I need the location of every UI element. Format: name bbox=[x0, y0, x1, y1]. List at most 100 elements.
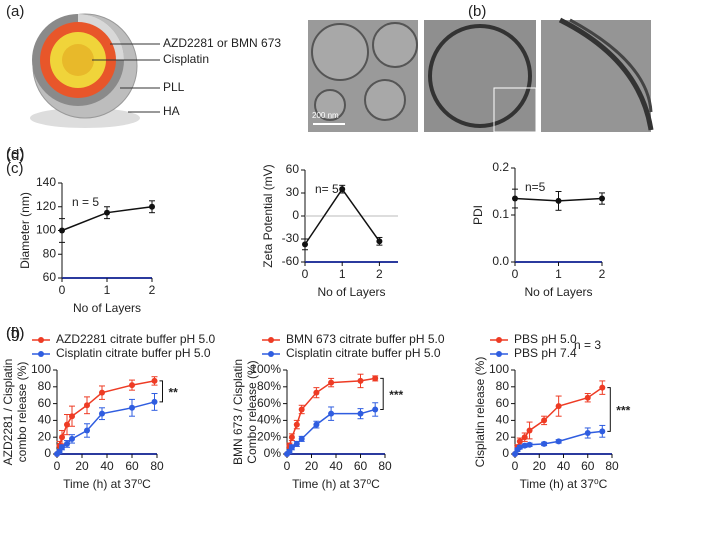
marker bbox=[339, 186, 346, 193]
marker bbox=[302, 241, 308, 248]
marker bbox=[151, 377, 158, 384]
marker bbox=[69, 435, 75, 442]
marker bbox=[64, 421, 70, 428]
panel-label: (d) bbox=[6, 147, 24, 164]
y-tick-label: 40% bbox=[257, 413, 281, 427]
legend-label: Cisplatin citrate buffer pH 5.0 bbox=[56, 346, 211, 360]
marker bbox=[555, 403, 562, 410]
marker bbox=[328, 379, 335, 386]
marker bbox=[313, 421, 320, 428]
x-tick-label: 60 bbox=[581, 459, 595, 473]
marker bbox=[526, 427, 533, 434]
significance-label: *** bbox=[616, 404, 630, 418]
annotation: HA bbox=[163, 104, 180, 118]
marker bbox=[328, 410, 335, 417]
x-tick-label: 0 bbox=[512, 459, 519, 473]
y-tick-label: 0.2 bbox=[492, 160, 509, 174]
x-tick-label: 0 bbox=[284, 459, 291, 473]
x-tick-label: 80 bbox=[378, 459, 392, 473]
marker bbox=[521, 442, 528, 449]
marker bbox=[298, 406, 305, 413]
marker bbox=[516, 438, 523, 445]
marker bbox=[372, 406, 379, 413]
x-tick-label: 20 bbox=[75, 459, 89, 473]
y-tick-label: 100 bbox=[36, 223, 56, 237]
legend-marker bbox=[38, 351, 44, 357]
significance-bracket bbox=[607, 387, 611, 432]
annotation: PLL bbox=[163, 80, 185, 94]
panel-label: (f) bbox=[6, 325, 20, 342]
y-axis-label: AZD2281 / Cisplatin bbox=[1, 359, 15, 466]
marker bbox=[69, 413, 75, 420]
panel-label: (g) bbox=[6, 325, 24, 342]
marker bbox=[541, 440, 548, 447]
y-tick-label: 60 bbox=[286, 162, 300, 176]
marker bbox=[104, 209, 110, 216]
x-tick-label: 2 bbox=[599, 267, 606, 281]
legend-label: BMN 673 citrate buffer pH 5.0 bbox=[286, 332, 445, 346]
x-tick-label: 2 bbox=[149, 283, 156, 297]
annotation: n = 5 bbox=[72, 195, 99, 209]
y-tick-label: 80 bbox=[38, 379, 52, 393]
x-axis-label: No of Layers bbox=[73, 301, 141, 315]
y-tick-label: 20 bbox=[496, 429, 510, 443]
y-axis-label: Zeta Potential (mV) bbox=[261, 164, 275, 267]
legend-label: AZD2281 citrate buffer pH 5.0 bbox=[56, 332, 216, 346]
y-tick-label: 100 bbox=[489, 362, 509, 376]
marker bbox=[541, 417, 548, 424]
annotation: n= 5 bbox=[315, 182, 339, 196]
y-tick-label: 80 bbox=[496, 379, 510, 393]
y-tick-label: 0.1 bbox=[492, 207, 509, 221]
y-tick-label: 80 bbox=[43, 246, 57, 260]
marker bbox=[59, 227, 65, 234]
annotation: AZD2281 or BMN 673 bbox=[163, 36, 281, 50]
y-tick-label: 100 bbox=[31, 362, 51, 376]
marker bbox=[599, 195, 605, 202]
marker bbox=[357, 410, 364, 417]
nanoparticle-illustration bbox=[30, 13, 160, 128]
panel-label: (h) bbox=[6, 325, 24, 342]
y-tick-label: 60 bbox=[38, 396, 52, 410]
y-tick-label: 0.0 bbox=[492, 254, 509, 268]
significance-bracket bbox=[159, 380, 163, 403]
marker bbox=[521, 434, 528, 441]
y-tick-label: 30 bbox=[286, 185, 300, 199]
marker bbox=[99, 389, 105, 396]
y-tick-label: 140 bbox=[36, 175, 56, 189]
marker bbox=[584, 430, 591, 436]
marker bbox=[288, 434, 295, 441]
panel-label: (a) bbox=[6, 3, 24, 20]
x-tick-label: 60 bbox=[125, 459, 139, 473]
x-tick-label: 0 bbox=[59, 283, 66, 297]
y-tick-label: 40 bbox=[496, 413, 510, 427]
y-axis-label: Combo release (%) bbox=[245, 360, 259, 463]
significance-label: ** bbox=[169, 386, 179, 400]
annotation: Cisplatin bbox=[163, 52, 209, 66]
x-tick-label: 1 bbox=[104, 283, 111, 297]
marker bbox=[84, 402, 90, 409]
x-tick-label: 60 bbox=[354, 459, 368, 473]
series-line bbox=[304, 187, 381, 245]
y-tick-label: 20% bbox=[257, 429, 281, 443]
annotation: n=5 bbox=[525, 180, 546, 194]
y-tick-label: 60 bbox=[43, 270, 57, 284]
x-tick-label: 1 bbox=[555, 267, 562, 281]
panel-label: (c) bbox=[6, 160, 24, 177]
scale-bar-label: 200 nm bbox=[312, 111, 339, 120]
marker bbox=[151, 398, 158, 405]
marker bbox=[84, 427, 90, 434]
marker bbox=[357, 377, 364, 384]
marker bbox=[59, 434, 65, 441]
marker bbox=[555, 438, 562, 445]
legend-marker bbox=[38, 337, 44, 343]
y-tick-label: 0 bbox=[292, 208, 299, 222]
y-tick-label: 60 bbox=[496, 396, 510, 410]
y-tick-label: 100% bbox=[250, 362, 281, 376]
x-tick-label: 20 bbox=[305, 459, 319, 473]
x-tick-label: 40 bbox=[329, 459, 343, 473]
marker bbox=[288, 444, 295, 451]
marker bbox=[584, 394, 591, 401]
marker bbox=[313, 389, 320, 396]
significance-bracket bbox=[380, 377, 384, 410]
legend-label: PBS pH 7.4 bbox=[514, 346, 577, 360]
